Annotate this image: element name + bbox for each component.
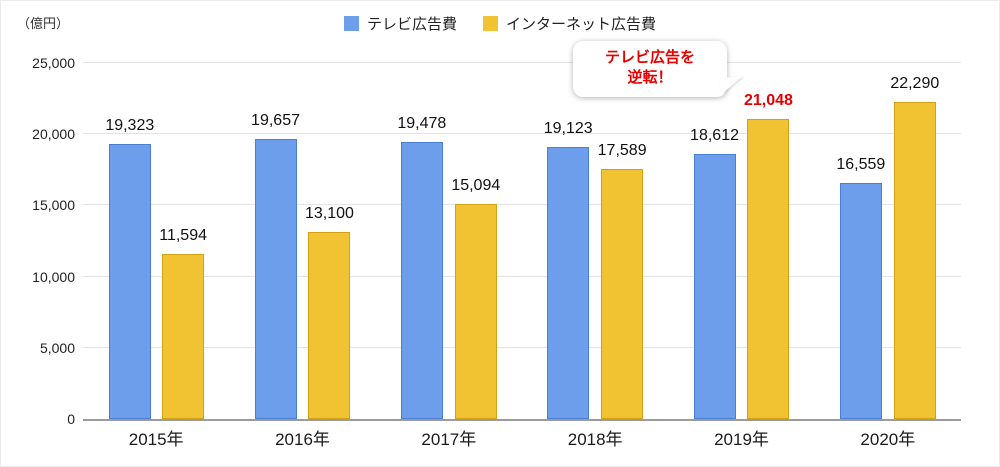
bar-group: 18,612 21,048: [668, 63, 814, 419]
x-axis-label: 2015年: [128, 430, 184, 449]
legend-item-tv: テレビ広告費: [343, 13, 457, 34]
y-tick-label: 20,000: [32, 126, 75, 142]
bar-value-label: 19,323: [105, 117, 155, 134]
bar-value-label: 16,559: [836, 156, 886, 173]
bar-column: 19,657: [251, 63, 300, 419]
annotation-line2: 逆転！: [627, 69, 673, 87]
bar-column: 11,594: [159, 63, 207, 419]
tv-ad-bar: [839, 183, 882, 419]
x-axis-label: 2018年: [567, 430, 623, 449]
bar-value-label: 19,478: [397, 115, 447, 132]
x-axis-label: 2019年: [714, 430, 769, 449]
tv-ad-bar: [108, 144, 151, 419]
annotation-line1: テレビ広告を: [604, 49, 695, 66]
bar-value-label-highlighted: 21,048: [743, 92, 793, 109]
gridline: [83, 276, 961, 277]
bar-value-label: 11,594: [159, 227, 207, 244]
y-tick-label: 0: [67, 411, 75, 427]
bar-group: 19,657 13,100: [229, 63, 375, 419]
y-tick-label: 15,000: [32, 197, 75, 213]
plot-area: 19,323 11,594 19,657 13,100 19,478 15,094 19,1…: [83, 62, 961, 421]
internet-ad-bar: [308, 232, 351, 419]
internet-ad-bar: [454, 204, 497, 419]
tv-ad-bar: [547, 147, 590, 419]
bar-column: 21,048: [744, 63, 793, 419]
y-axis-unit-label: （億円）: [17, 16, 70, 31]
y-tick-label: 5,000: [39, 340, 75, 356]
tv-series-swatch-icon: [343, 16, 359, 31]
bar-value-label: 19,657: [251, 112, 300, 129]
bar-value-label: 22,290: [890, 75, 940, 92]
gridline: [83, 133, 961, 134]
tv-ad-bar: [693, 154, 736, 419]
x-axis-label: 2020年: [860, 430, 916, 449]
y-tick-label: 25,000: [32, 55, 75, 71]
bar-column: 22,290: [890, 63, 939, 419]
x-axis-label: 2016年: [275, 430, 330, 449]
bar-value-label: 15,094: [451, 177, 501, 194]
bar-column: 15,094: [451, 63, 500, 419]
legend: テレビ広告費 インターネット広告費: [1, 13, 999, 34]
internet-series-swatch-icon: [483, 16, 498, 31]
bar-column: 17,589: [598, 63, 647, 419]
bar-group: 16,559 22,290: [815, 63, 961, 419]
legend-item-internet: インターネット広告費: [483, 13, 656, 34]
gridline: [83, 347, 961, 348]
bar-group: 19,323 11,594: [83, 63, 229, 419]
legend-label-internet: インターネット広告費: [506, 16, 657, 33]
bar-column: 19,123: [544, 63, 593, 419]
bar-column: 19,323: [105, 63, 154, 419]
internet-ad-bar: [747, 119, 790, 419]
bar-column: 18,612: [690, 63, 739, 419]
internet-ad-bar: [162, 254, 205, 419]
y-tick-label: 10,000: [32, 269, 75, 285]
legend-label-tv: テレビ広告費: [366, 16, 457, 33]
bar-group: 19,123 17,589: [522, 63, 668, 419]
annotation-speech-bubble: テレビ広告を 逆転！: [573, 41, 746, 97]
bar-column: 19,478: [397, 63, 446, 419]
bar-value-label: 19,123: [543, 120, 593, 137]
y-axis: 0 5,000 10,000 15,000 20,000 25,000: [1, 55, 75, 427]
internet-ad-bar: [893, 102, 936, 419]
bar-value-label: 13,100: [304, 205, 354, 222]
bar-column: 13,100: [305, 63, 354, 419]
bar-value-label: 17,589: [597, 142, 647, 159]
x-axis-labels: 2015年 2016年 2017年 2018年 2019年 2020年: [83, 425, 961, 455]
tv-ad-bar: [400, 142, 443, 419]
x-axis-label: 2017年: [421, 430, 477, 449]
gridline: [83, 62, 961, 63]
gridline: [83, 204, 961, 205]
bar-column: 16,559: [836, 63, 885, 419]
bar-group: 19,478 15,094: [376, 63, 522, 419]
tv-ad-bar: [254, 139, 297, 419]
internet-ad-bar: [601, 169, 644, 419]
bar-value-label: 18,612: [690, 127, 739, 144]
